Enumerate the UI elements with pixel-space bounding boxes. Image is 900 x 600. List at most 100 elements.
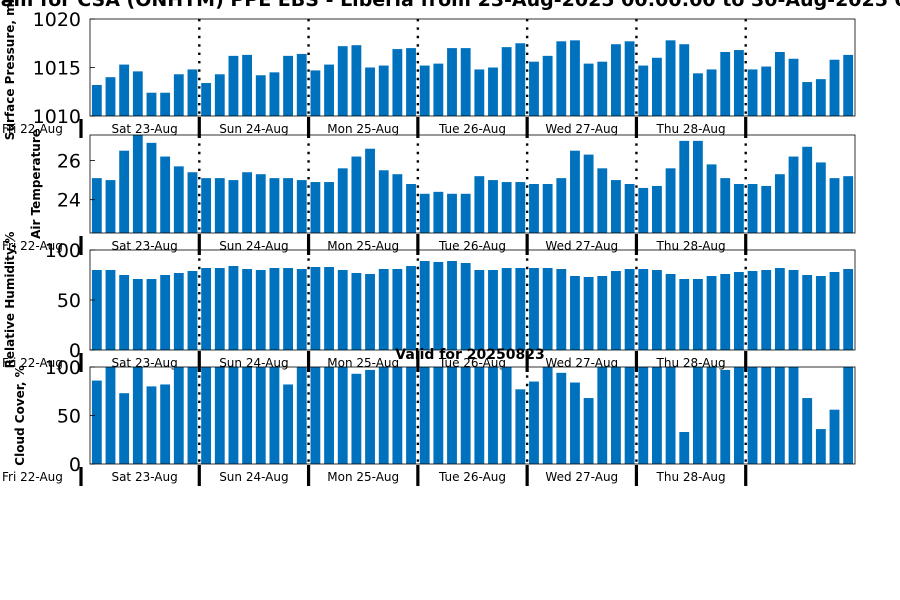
bar — [119, 150, 130, 233]
bar — [488, 67, 498, 116]
bar — [624, 184, 635, 233]
bar — [378, 269, 389, 350]
y-tick-label: 0 — [69, 340, 81, 362]
bar — [255, 75, 266, 116]
bar — [706, 69, 717, 116]
bar — [747, 69, 758, 116]
bar — [515, 182, 526, 233]
bar — [269, 268, 280, 350]
plot-frame — [89, 134, 856, 234]
bar — [269, 367, 280, 464]
bar — [447, 367, 457, 464]
bar — [351, 156, 362, 233]
bar — [542, 184, 553, 233]
bar — [624, 41, 635, 117]
bar — [761, 185, 772, 233]
bar — [173, 74, 184, 116]
y-axis-label: Cloud Cover, % — [13, 365, 27, 465]
bar — [460, 263, 471, 350]
bar — [419, 193, 430, 233]
bar — [529, 268, 539, 350]
bar — [351, 273, 362, 350]
bar — [692, 279, 703, 350]
bar — [474, 176, 485, 233]
bar — [829, 178, 840, 233]
bar — [665, 40, 676, 117]
bar — [132, 367, 143, 464]
x-tick-label: Sat 23-Aug — [111, 356, 177, 370]
x-tick-label: Wed 27-Aug — [545, 470, 618, 484]
bar — [583, 277, 594, 350]
bar — [501, 47, 512, 116]
bar — [761, 270, 772, 350]
bar — [733, 272, 744, 350]
bar — [515, 389, 526, 464]
bar — [214, 367, 225, 464]
x-tick-label: Sun 24-Aug — [219, 356, 288, 370]
bar — [652, 57, 662, 116]
bar — [119, 275, 130, 350]
bar — [815, 276, 826, 350]
bar — [774, 268, 785, 350]
bar — [720, 178, 731, 233]
bar — [392, 269, 403, 350]
bar — [324, 267, 334, 350]
x-tick-label: Wed 27-Aug — [545, 356, 618, 370]
bar — [365, 67, 375, 116]
bar — [652, 185, 662, 233]
bar — [706, 367, 717, 464]
bar — [706, 164, 717, 233]
bar — [843, 176, 854, 233]
bar — [187, 367, 198, 464]
bar — [638, 65, 649, 116]
bar — [337, 168, 348, 233]
bar — [488, 180, 498, 233]
bar — [624, 367, 635, 464]
bar — [829, 409, 840, 464]
bar — [419, 367, 430, 464]
bar — [501, 182, 512, 233]
x-tick-label: Thu 28-Aug — [656, 239, 726, 253]
x-tick-label: Wed 27-Aug — [545, 239, 618, 253]
bar — [214, 74, 225, 116]
bar — [132, 279, 143, 350]
bar — [488, 367, 498, 464]
bar — [542, 268, 553, 350]
bar — [310, 70, 321, 116]
bar — [815, 429, 826, 464]
y-tick-label: 1020 — [33, 9, 81, 31]
y-tick-label: 0 — [69, 454, 81, 476]
bar — [214, 268, 225, 350]
bar — [228, 266, 239, 350]
bar — [296, 180, 307, 233]
bar — [201, 178, 212, 233]
bar — [447, 48, 457, 116]
bar — [583, 154, 594, 233]
bar — [324, 367, 334, 464]
x-tick-label: Sat 23-Aug — [111, 470, 177, 484]
bar — [501, 268, 512, 350]
y-tick-label: 100 — [45, 357, 81, 379]
bar — [160, 156, 171, 233]
bar — [447, 193, 457, 233]
x-tick-label: Tue 26-Aug — [438, 239, 506, 253]
bar — [747, 367, 758, 464]
bar — [679, 431, 690, 464]
bar — [201, 268, 212, 350]
bar — [160, 92, 171, 116]
y-tick-label: 50 — [57, 290, 81, 312]
bar — [556, 178, 567, 233]
bar — [91, 178, 102, 233]
bar — [146, 142, 157, 233]
x-tick-label: Fri 22-Aug — [2, 356, 63, 370]
x-tick-label: Mon 25-Aug — [327, 356, 399, 370]
bar — [747, 184, 758, 233]
x-tick-label: Sat 23-Aug — [111, 239, 177, 253]
bar — [570, 382, 580, 464]
bar — [214, 178, 225, 233]
bar — [365, 274, 375, 350]
bar — [583, 63, 594, 116]
bar — [542, 367, 553, 464]
y-axis-label: Relative Humidity,% — [3, 232, 17, 369]
